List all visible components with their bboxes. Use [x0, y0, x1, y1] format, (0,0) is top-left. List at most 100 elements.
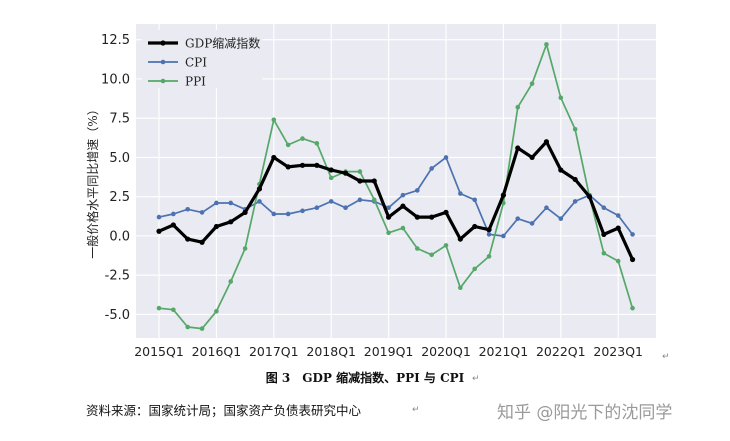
data-point: [171, 211, 176, 217]
data-point: [629, 256, 636, 263]
x-tick-label: 2022Q1: [536, 344, 586, 359]
data-point: [156, 305, 162, 311]
legend-marker: [160, 40, 166, 46]
paragraph-mark: ↵: [662, 352, 670, 362]
data-point: [443, 155, 449, 160]
series-layer: [156, 42, 636, 331]
data-point: [228, 219, 234, 225]
data-point: [214, 200, 219, 206]
y-tick-label: 0.0: [109, 229, 130, 244]
data-point: [515, 104, 521, 110]
data-point: [601, 231, 607, 237]
data-point: [185, 324, 190, 330]
watermark: 知乎 @阳光下的沈同学: [497, 403, 673, 423]
y-tick-label: -2.5: [105, 269, 130, 284]
series-line: [158, 156, 634, 237]
legend-marker: [160, 78, 166, 84]
data-point: [285, 164, 291, 170]
data-point: [328, 167, 334, 173]
data-point: [630, 232, 635, 237]
data-point: [357, 197, 363, 203]
data-point: [515, 216, 521, 221]
data-point: [572, 126, 578, 132]
data-point: [544, 42, 549, 47]
y-tick-label: 5.0: [109, 151, 130, 166]
x-tick-label: 2019Q1: [364, 344, 414, 359]
data-point: [630, 305, 635, 311]
y-tick-label: 12.5: [101, 33, 130, 48]
data-point: [357, 169, 363, 174]
data-point: [515, 145, 521, 151]
legend-label: PPI: [185, 75, 206, 89]
y-tick-label: -5.0: [105, 308, 130, 323]
y-tick-label: 2.5: [109, 190, 130, 205]
data-point: [415, 246, 420, 251]
data-point: [486, 227, 492, 233]
data-point: [415, 188, 420, 193]
data-point: [199, 210, 205, 215]
data-point: [386, 214, 392, 220]
x-tick-label: 2021Q1: [479, 344, 529, 359]
legend-marker: [160, 59, 166, 65]
data-point: [486, 232, 492, 237]
series-line: [158, 140, 634, 261]
data-point: [314, 205, 320, 210]
data-point: [257, 199, 262, 204]
data-point: [371, 178, 377, 184]
data-point: [458, 285, 463, 291]
data-point: [486, 254, 492, 259]
data-point: [228, 279, 234, 284]
data-point: [586, 194, 593, 200]
data-point: [199, 239, 205, 245]
data-point: [285, 142, 291, 148]
x-tick-label: 2023Q1: [593, 344, 643, 359]
data-point: [414, 214, 420, 220]
x-tick-label: 2020Q1: [421, 344, 471, 359]
data-point: [615, 213, 621, 218]
data-point: [386, 205, 391, 210]
legend-label: CPI: [185, 56, 207, 70]
data-point: [472, 266, 478, 272]
data-point: [529, 154, 535, 161]
data-point: [443, 243, 449, 248]
data-point: [472, 223, 478, 230]
data-point: [300, 136, 305, 141]
data-point: [256, 186, 263, 192]
data-point: [299, 162, 306, 168]
paragraph-mark: ↵: [412, 405, 420, 415]
data-point: [615, 225, 621, 231]
series-line: [158, 43, 634, 330]
data-point: [558, 95, 564, 101]
data-point: [429, 214, 435, 220]
x-tick-label: 2016Q1: [192, 344, 242, 359]
series-GDP缩减指数: [156, 139, 636, 263]
data-point: [529, 221, 535, 226]
data-point: [328, 175, 334, 181]
data-point: [529, 81, 535, 86]
x-axis: 2015Q1 2016Q1 2017Q1 2018Q1 2019Q1 2020Q1 2021…: [134, 344, 643, 359]
data-point: [457, 236, 463, 242]
data-point: [170, 222, 176, 228]
data-point: [386, 230, 391, 236]
data-point: [371, 197, 377, 203]
data-point: [185, 236, 191, 242]
data-point: [615, 258, 621, 264]
data-point: [314, 162, 320, 168]
data-point: [242, 209, 248, 215]
x-tick-label: 2015Q1: [134, 344, 184, 359]
data-point: [300, 208, 305, 214]
data-point: [156, 228, 162, 234]
data-point: [156, 214, 162, 220]
data-point: [228, 200, 234, 206]
y-axis: 12.5 10.0 7.5 5.0 2.5 0.0 -2.5 -5.0: [101, 33, 130, 323]
legend-label: GDP缩减指数: [185, 36, 260, 51]
data-point: [342, 170, 349, 176]
data-point: [343, 205, 348, 210]
data-point: [601, 205, 607, 210]
data-point: [501, 233, 506, 239]
data-point: [429, 166, 434, 171]
data-point: [199, 326, 205, 331]
data-point: [400, 192, 406, 198]
data-point: [400, 225, 406, 231]
